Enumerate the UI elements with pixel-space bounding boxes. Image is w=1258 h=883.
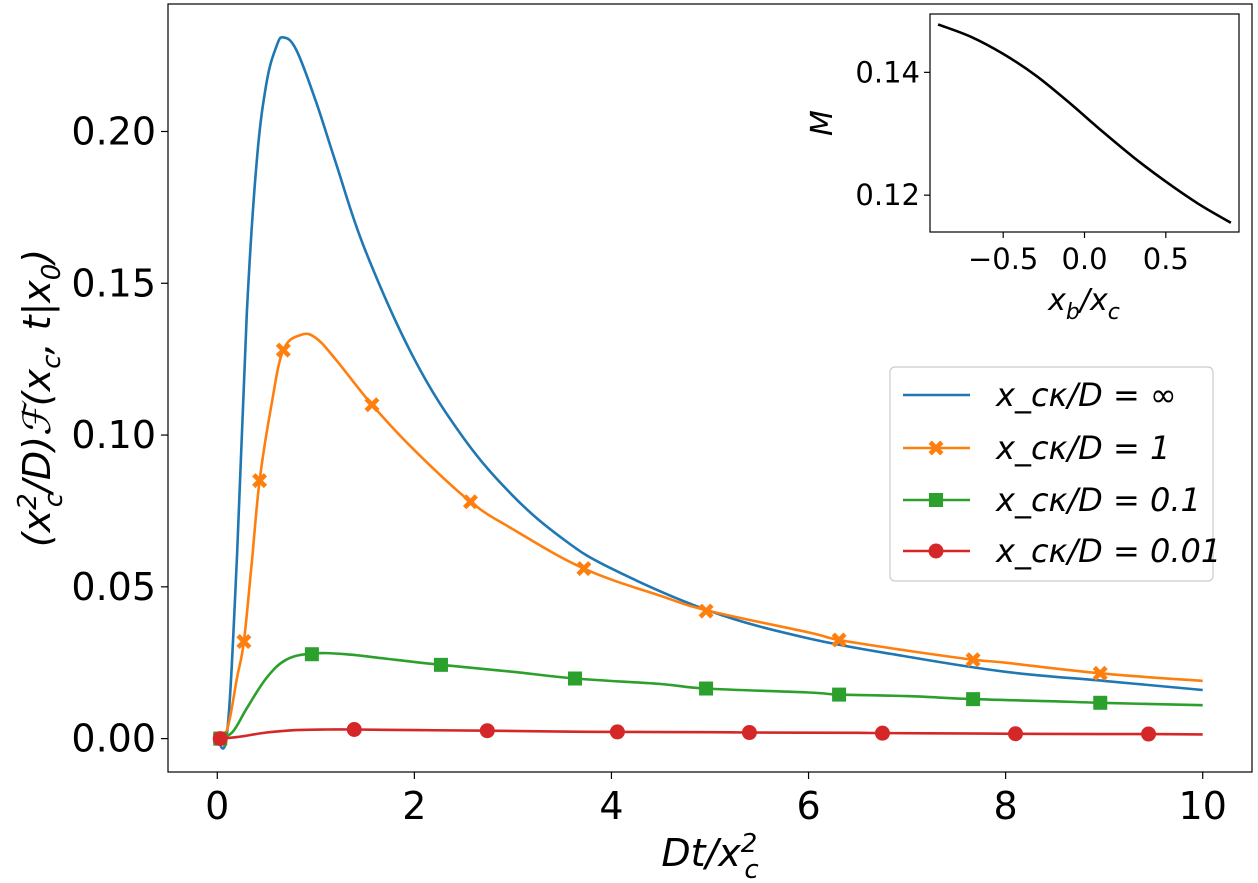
- series-3-marker: [928, 543, 944, 559]
- inset-x-axis-label: xb/xc: [1047, 283, 1120, 325]
- series-2-marker: [966, 692, 981, 707]
- main-y-tick-label: 0.00: [71, 717, 156, 761]
- main-y-tick-label: 0.20: [71, 109, 156, 153]
- series-1-line: [216, 332, 1203, 740]
- main-x-tick-label: 8: [994, 784, 1018, 828]
- inset-y-axis: 0.12 0.14: [855, 55, 930, 212]
- inset-series-line: [937, 23, 1232, 224]
- inset-y-tick-label: 0.14: [855, 55, 920, 89]
- series-2-marker: [832, 687, 847, 702]
- legend-label-2: x_cκ/D = 0.1: [995, 481, 1201, 519]
- inset-y-axis-label: M: [805, 110, 840, 136]
- inset-y-tick-label: 0.12: [855, 178, 920, 212]
- main-x-tick-label: 4: [599, 784, 623, 828]
- series-1-marker: [236, 634, 252, 649]
- series-3-marker: [741, 725, 757, 741]
- series-1-marker: [831, 632, 847, 648]
- inset-x-tick-label: 0.0: [1061, 242, 1107, 276]
- series-0-line: [216, 35, 1203, 750]
- main-x-tick-label: 10: [1179, 784, 1227, 828]
- main-x-axis: 0 2 4 6 8 10: [205, 772, 1227, 828]
- series-1-marker: [364, 397, 380, 413]
- legend-label-0: x_cκ/D = ∞: [995, 376, 1177, 414]
- series-1-marker: [698, 603, 714, 619]
- series-1-marker: [463, 494, 478, 510]
- main-x-tick-label: 2: [402, 784, 426, 828]
- main-x-axis-label: Dt/x2 c: [661, 829, 758, 883]
- legend-label-1: x_cκ/D = 1: [995, 429, 1170, 467]
- series-2-line: [216, 651, 1203, 740]
- series-2-marker: [929, 493, 943, 507]
- series-1-marker: [576, 561, 592, 577]
- legend-frame: [889, 366, 1214, 582]
- legend: x_cκ/D = ∞ x_cκ/D = 1 x_cκ/D = 0.1 x_cκ/D =…: [889, 366, 1221, 582]
- inset-series-lines: [937, 23, 1232, 224]
- series-1-marker: [1092, 665, 1108, 681]
- main-x-tick-label: 0: [205, 784, 229, 828]
- main-y-axis: 0.00 0.05 0.10 0.15 0.20: [71, 109, 168, 761]
- series-3-marker: [609, 724, 625, 740]
- main-y-tick-label: 0.05: [71, 565, 156, 609]
- series-2-marker: [567, 671, 582, 686]
- main-x-tick-label: 6: [796, 784, 820, 828]
- series-2-marker: [699, 681, 714, 696]
- main-series-markers: [212, 342, 1157, 747]
- main-y-tick-label: 0.10: [71, 413, 156, 457]
- inset-x-axis: −0.5 0.0 0.5: [968, 232, 1189, 276]
- series-3-marker: [1007, 726, 1023, 742]
- series-1-marker: [252, 473, 268, 489]
- main-y-tick-label: 0.15: [71, 261, 156, 305]
- legend-label-3: x_cκ/D = 0.01: [995, 532, 1221, 570]
- series-3-marker: [874, 725, 890, 741]
- svg-text:(x2c/D)ℱ(xc, t|x0): (x2c/D)ℱ(xc, t|x0): [13, 249, 69, 547]
- series-3-marker: [346, 722, 362, 738]
- series-1-marker: [928, 440, 944, 456]
- series-3-marker: [212, 731, 228, 747]
- series-1-marker: [275, 342, 291, 358]
- series-3-marker: [1141, 726, 1157, 742]
- inset-plot: −0.5 0.0 0.5 0.12 0.14 xb/xc M: [805, 13, 1240, 325]
- series-3-line: [217, 728, 1203, 740]
- series-1-marker: [965, 652, 981, 668]
- inset-x-tick-label: −0.5: [968, 242, 1038, 276]
- series-2-marker: [304, 647, 319, 662]
- inset-x-tick-label: 0.5: [1143, 242, 1189, 276]
- series-3-marker: [479, 723, 495, 739]
- series-2-marker: [433, 657, 448, 672]
- main-plot-frame: [167, 3, 1253, 773]
- series-2-marker: [1093, 695, 1108, 710]
- main-y-axis-label: (x2c/D)ℱ(xc, t|x0): [13, 249, 69, 547]
